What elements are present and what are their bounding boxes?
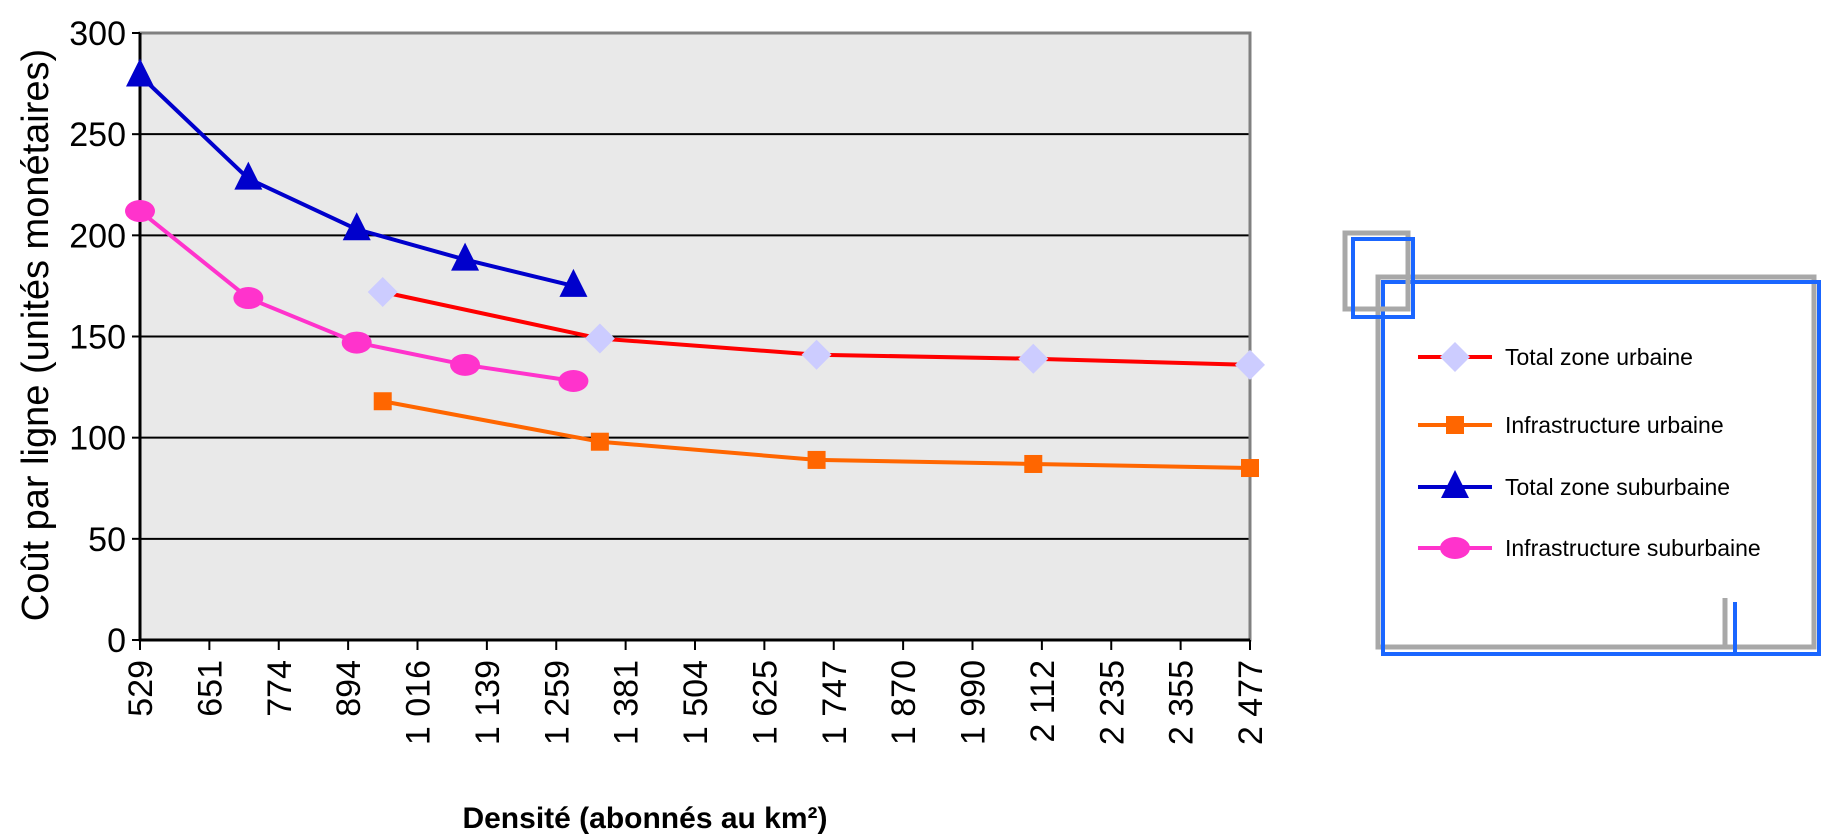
legend-handle-blue — [1351, 237, 1415, 319]
data-point — [126, 58, 154, 87]
data-point — [559, 268, 588, 297]
x-tick-label: 651 — [191, 660, 229, 717]
gridlines — [140, 133, 1250, 540]
x-tick-label: 1 990 — [955, 660, 993, 745]
x-tick-label: 1 870 — [885, 660, 923, 745]
series-1 — [373, 392, 1259, 478]
y-tick-labels: 0 50 100 150 200 250 300 — [69, 15, 126, 660]
x-tick-label: 774 — [261, 660, 299, 717]
legend-item: Total zone urbaine — [1418, 342, 1693, 372]
x-tick-label: 1 139 — [469, 660, 507, 745]
x-tick-label: 2 112 — [1024, 660, 1062, 743]
y-tick-label: 50 — [88, 521, 126, 559]
legend-item: Total zone suburbaine — [1418, 470, 1730, 500]
x-tick-labels: 529 651 774 894 1 016 1 139 1 259 1 381 1 504 1 6… — [122, 660, 1270, 745]
data-point — [801, 339, 832, 370]
y-tick-label: 0 — [107, 622, 126, 660]
legend-marker — [1440, 537, 1470, 559]
x-tick-label: 1 016 — [400, 660, 438, 745]
series-2 — [126, 58, 588, 297]
legend-frame-gray — [1375, 274, 1817, 650]
y-axis-title: Coût par ligne (unités monétaires) — [15, 49, 57, 621]
y-tick-label: 100 — [69, 420, 126, 458]
x-tick-label: 1 381 — [608, 660, 646, 745]
x-tick-label: 2 235 — [1093, 660, 1131, 745]
series-0 — [367, 276, 1265, 380]
legend: Total zone urbaine Infrastructure urbaine… — [1342, 230, 1821, 656]
x-tick-label: 1 747 — [816, 660, 854, 745]
data-point — [342, 212, 371, 241]
legend-item: Infrastructure suburbaine — [1418, 535, 1761, 561]
data-point — [590, 432, 609, 451]
data-point — [1241, 459, 1259, 478]
series-3 — [125, 200, 589, 393]
data-point — [234, 161, 263, 190]
x-tick-label: 1 259 — [538, 660, 576, 745]
data-point — [584, 323, 615, 354]
data-point — [367, 276, 398, 307]
x-tick-label: 529 — [122, 660, 160, 717]
x-tick-label: 1 625 — [746, 660, 784, 745]
legend-frame-blue — [1381, 280, 1821, 656]
data-point — [807, 450, 826, 469]
series-layer — [125, 58, 1265, 478]
legend-marker — [1446, 416, 1464, 434]
legend-label: Total zone suburbaine — [1505, 474, 1730, 500]
data-point — [1235, 349, 1265, 380]
legend-label: Total zone urbaine — [1505, 344, 1693, 370]
data-point — [373, 392, 392, 411]
legend-label: Infrastructure suburbaine — [1505, 535, 1761, 561]
y-tick-label: 250 — [69, 116, 126, 154]
data-point — [341, 331, 372, 354]
data-point — [451, 242, 480, 271]
data-point — [450, 353, 481, 376]
x-tick-label: 1 504 — [677, 660, 715, 745]
legend-item: Infrastructure urbaine — [1418, 412, 1724, 438]
x-axis-title: Densité (abonnés au km²) — [462, 802, 827, 835]
legend-marker — [1440, 342, 1470, 372]
data-point — [1024, 454, 1043, 473]
y-tick-label: 150 — [69, 319, 126, 357]
legend-marker — [1441, 470, 1469, 498]
data-point — [1018, 343, 1049, 374]
legend-handle-gray — [1342, 230, 1411, 312]
data-point — [558, 370, 589, 393]
legend-label: Infrastructure urbaine — [1505, 412, 1724, 438]
data-point — [233, 287, 264, 310]
x-tick-label: 2 477 — [1232, 660, 1270, 745]
legend-items: Total zone urbaine Infrastructure urbaine… — [1418, 342, 1761, 561]
data-point — [125, 200, 155, 223]
x-tick-label: 894 — [330, 660, 368, 717]
y-tick-label: 200 — [69, 217, 126, 255]
axes — [132, 32, 1251, 650]
x-tick-label: 2 355 — [1163, 660, 1201, 745]
y-tick-label: 300 — [69, 15, 126, 53]
